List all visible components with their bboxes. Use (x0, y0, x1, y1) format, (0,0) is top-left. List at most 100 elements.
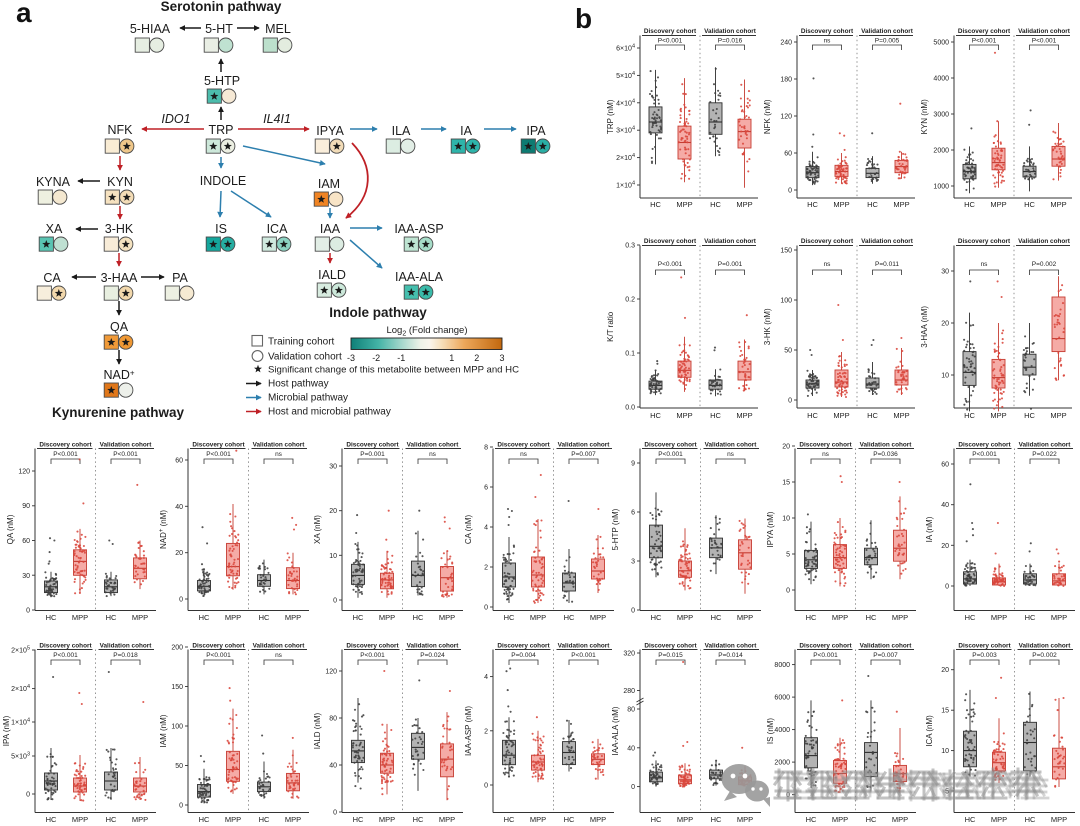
svg-text:120: 120 (325, 669, 337, 676)
svg-text:P=0.024: P=0.024 (420, 652, 445, 659)
svg-text:NFK (nM): NFK (nM) (763, 99, 772, 134)
svg-text:P=0.014: P=0.014 (718, 652, 743, 659)
svg-text:3-HK (nM): 3-HK (nM) (763, 308, 772, 345)
svg-text:HC: HC (46, 815, 57, 824)
svg-text:HC: HC (651, 815, 662, 824)
svg-text:Discovery cohort: Discovery cohort (958, 238, 1011, 245)
svg-text:Kynurenine pathway: Kynurenine pathway (52, 405, 185, 420)
svg-text:P=0.022: P=0.022 (1032, 451, 1057, 458)
svg-text:HC: HC (711, 613, 722, 622)
svg-text:0: 0 (179, 803, 183, 810)
svg-text:P=0.003: P=0.003 (972, 652, 997, 659)
svg-text:TRP: TRP (209, 123, 234, 137)
svg-text:KYN (nM): KYN (nM) (920, 99, 929, 134)
svg-text:KYNA: KYNA (36, 175, 71, 189)
svg-text:Discovery cohort: Discovery cohort (39, 442, 92, 449)
svg-text:MPP: MPP (832, 815, 848, 824)
svg-text:4000: 4000 (933, 76, 949, 83)
svg-text:HC: HC (965, 815, 976, 824)
svg-text:2: 2 (474, 353, 479, 363)
svg-text:15: 15 (782, 480, 790, 487)
svg-text:IAA-ASP (nM): IAA-ASP (nM) (464, 706, 473, 756)
svg-text:100: 100 (171, 724, 183, 731)
svg-text:IALD (nM): IALD (nM) (313, 712, 322, 749)
svg-text:Discovery cohort: Discovery cohort (801, 28, 854, 35)
svg-text:HC: HC (711, 815, 722, 824)
svg-text:100: 100 (780, 298, 792, 305)
svg-text:MPP: MPP (439, 613, 455, 622)
svg-text:3: 3 (499, 353, 504, 363)
svg-text:Significant change of this met: Significant change of this metabolite be… (268, 365, 519, 376)
svg-text:NAD+: NAD+ (103, 368, 134, 382)
svg-text:HC: HC (866, 613, 877, 622)
svg-text:Validation cohort: Validation cohort (1018, 238, 1071, 245)
svg-text:IAM (nM): IAM (nM) (159, 714, 168, 747)
svg-text:P<0.001: P<0.001 (972, 451, 997, 458)
svg-text:MPP: MPP (990, 411, 1006, 420)
svg-text:1: 1 (449, 353, 454, 363)
svg-text:Validation cohort: Validation cohort (100, 643, 153, 650)
svg-text:HC: HC (710, 200, 721, 209)
svg-text:MPP: MPP (72, 613, 88, 622)
svg-text:Discovery cohort: Discovery cohort (192, 643, 245, 650)
svg-text:8000: 8000 (774, 662, 790, 669)
svg-text:0.3: 0.3 (625, 243, 635, 250)
svg-text:5-HTP: 5-HTP (204, 74, 240, 88)
svg-text:Discovery cohort: Discovery cohort (801, 238, 854, 245)
svg-text:ns: ns (822, 451, 830, 458)
svg-text:3: 3 (631, 559, 635, 566)
svg-text:0: 0 (484, 783, 488, 790)
svg-text:Validation cohort: Validation cohort (1018, 28, 1071, 35)
svg-text:0: 0 (788, 188, 792, 195)
svg-text:P=0.001: P=0.001 (360, 451, 385, 458)
svg-text:3×104: 3×104 (616, 126, 635, 135)
svg-text:40: 40 (941, 502, 949, 509)
svg-text:15: 15 (941, 708, 949, 715)
svg-text:5000: 5000 (933, 40, 949, 47)
svg-text:2×104: 2×104 (11, 684, 30, 693)
svg-text:ILA: ILA (392, 124, 411, 138)
svg-text:Validation cohort: Validation cohort (253, 643, 306, 650)
svg-text:2×104: 2×104 (616, 153, 635, 162)
svg-text:P=0.011: P=0.011 (875, 261, 899, 268)
svg-text:IAA-ALA: IAA-ALA (395, 270, 444, 284)
svg-text:1×104: 1×104 (616, 181, 635, 190)
svg-text:P=0.016: P=0.016 (718, 38, 743, 45)
svg-text:Validation cohort: Validation cohort (407, 442, 460, 449)
svg-text:20: 20 (941, 321, 949, 328)
svg-text:8: 8 (484, 445, 488, 452)
svg-text:Validation cohort: Validation cohort (100, 442, 153, 449)
svg-text:P=0.007: P=0.007 (571, 451, 596, 458)
svg-text:Discovery cohort: Discovery cohort (799, 643, 852, 650)
svg-text:3000: 3000 (933, 112, 949, 119)
svg-text:Host and microbial pathway: Host and microbial pathway (268, 407, 391, 418)
svg-text:0: 0 (631, 784, 635, 791)
svg-text:HC: HC (867, 200, 878, 209)
svg-text:HC: HC (46, 613, 57, 622)
svg-text:IAA-ALA (nM): IAA-ALA (nM) (611, 706, 620, 755)
svg-text:150: 150 (171, 684, 183, 691)
svg-text:Discovery cohort: Discovery cohort (644, 442, 697, 449)
svg-text:IPYA: IPYA (316, 124, 344, 138)
svg-text:-1: -1 (397, 353, 405, 363)
svg-text:MPP: MPP (530, 613, 546, 622)
svg-text:50: 50 (784, 348, 792, 355)
svg-text:MPP: MPP (225, 613, 241, 622)
svg-text:ICA: ICA (267, 222, 289, 236)
svg-text:P=0.036: P=0.036 (873, 451, 898, 458)
svg-text:Validation cohort: Validation cohort (861, 238, 914, 245)
svg-text:MPP: MPP (991, 815, 1007, 824)
svg-text:MPP: MPP (285, 815, 301, 824)
svg-text:180: 180 (780, 77, 792, 84)
svg-text:HC: HC (353, 613, 364, 622)
svg-text:2: 2 (484, 728, 488, 735)
svg-text:P<0.001: P<0.001 (53, 652, 78, 659)
svg-text:MPP: MPP (225, 815, 241, 824)
svg-text:IA (nM): IA (nM) (925, 516, 934, 542)
svg-text:P=0.001: P=0.001 (718, 261, 743, 268)
svg-text:Discovery cohort: Discovery cohort (644, 238, 697, 245)
svg-text:5-HIAA: 5-HIAA (130, 22, 171, 36)
svg-text:P<0.001: P<0.001 (571, 652, 596, 659)
svg-text:10: 10 (782, 516, 790, 523)
svg-text:HC: HC (964, 200, 975, 209)
